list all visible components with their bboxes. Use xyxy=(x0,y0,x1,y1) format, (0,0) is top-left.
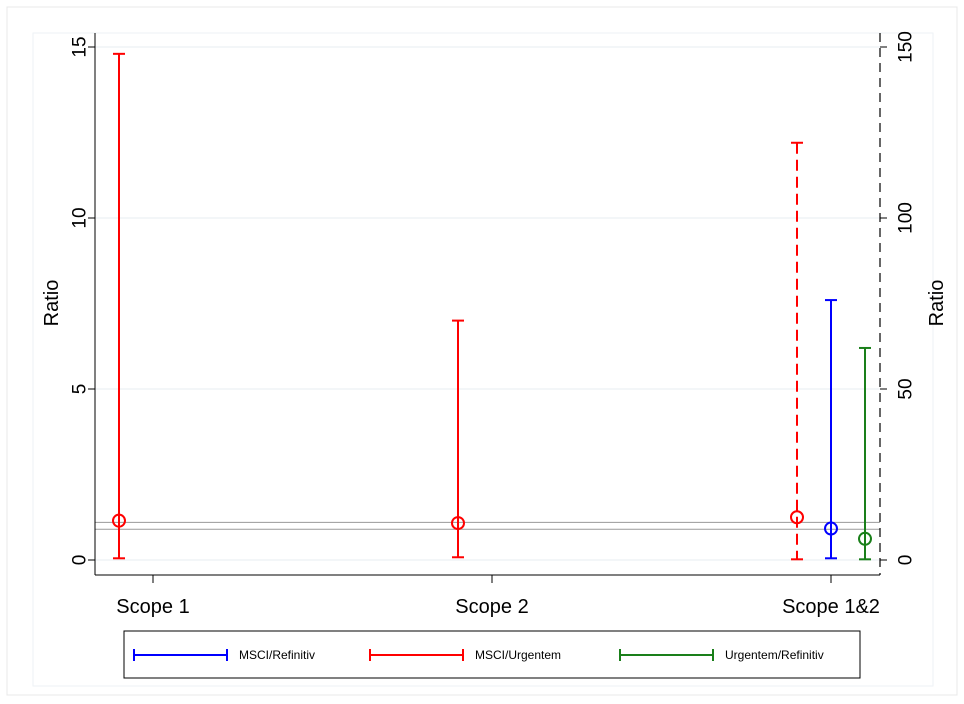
plot-panel xyxy=(32,32,934,687)
right-y-tick-label: 150 xyxy=(896,31,917,63)
legend-item: MSCI/Urgentem xyxy=(369,648,561,662)
right-y-tick-label: 100 xyxy=(896,202,917,234)
reference-lines xyxy=(95,521,880,530)
left-y-tick-label: 0 xyxy=(70,555,91,566)
legend-label: MSCI/Urgentem xyxy=(475,648,561,662)
right-y-axis-title: Ratio xyxy=(926,280,948,327)
left-y-tick-label: 5 xyxy=(70,384,91,395)
legend: MSCI/Refinitiv MSCI/Urgentem Urgentem/Refi… xyxy=(123,630,861,679)
x-tick-label: Scope 1 xyxy=(116,596,189,618)
point-estimate xyxy=(451,516,465,531)
point-estimate xyxy=(858,531,872,546)
point-estimate xyxy=(790,510,804,525)
x-tick-label: Scope 1&2 xyxy=(782,596,880,618)
point-estimate xyxy=(824,521,838,536)
errorbar-urgentem-refinitiv xyxy=(858,346,872,561)
grid-lines xyxy=(95,46,880,561)
errorbar-msci-urgentem xyxy=(790,141,804,561)
errorbar-msci-urgentem xyxy=(112,52,126,560)
left-y-tick-label: 10 xyxy=(70,207,91,228)
left-y-tick-label: 15 xyxy=(70,36,91,57)
legend-item: MSCI/Refinitiv xyxy=(133,648,315,662)
x-ticks: Scope 1 Scope 2 Scope 1&2 xyxy=(116,575,880,618)
legend-label: MSCI/Refinitiv xyxy=(239,648,315,662)
right-y-tick-label: 0 xyxy=(896,555,917,566)
x-tick-label: Scope 2 xyxy=(455,596,528,618)
errorbar-msci-refinitiv xyxy=(824,299,838,560)
axes xyxy=(94,33,881,576)
point-estimate xyxy=(112,513,126,528)
right-y-tick-label: 50 xyxy=(896,378,917,399)
right-y-ticks: 0 50 100 150 xyxy=(880,31,917,565)
left-y-ticks: 0 5 10 15 xyxy=(70,36,95,566)
legend-item: Urgentem/Refinitiv xyxy=(619,648,824,662)
legend-label: Urgentem/Refinitiv xyxy=(725,648,824,662)
left-y-axis-title: Ratio xyxy=(41,280,63,327)
legend-box xyxy=(123,630,861,679)
errorbar-msci-urgentem xyxy=(451,319,465,559)
chart-marks xyxy=(112,52,872,561)
